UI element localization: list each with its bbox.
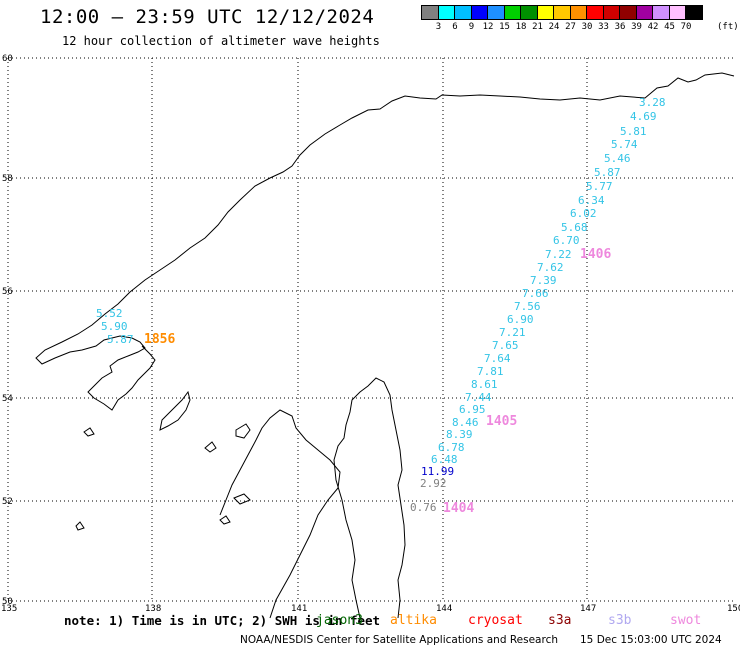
map-annotation-label: 1856	[144, 332, 175, 347]
track-wave-height-label: 6.90	[507, 313, 534, 326]
generated-timestamp: 15 Dec 15:03:00 UTC 2024	[580, 634, 722, 646]
map-annotation-label: 2.92	[420, 477, 447, 490]
small-island-4	[233, 493, 251, 505]
map-annotation-label: 1405	[486, 414, 517, 429]
satellite-swot: swot	[670, 613, 702, 628]
small-island-3	[204, 441, 217, 453]
legend-unit: (ft)	[717, 22, 739, 32]
legend-tick: 45	[664, 22, 675, 32]
track-wave-height-label: 7.65	[492, 339, 519, 352]
mainland-coastline	[35, 72, 735, 411]
legend-tick-labels: 3 6 9 12 15 18 21 24 27 30 33 36 39 42 45 70	[421, 22, 702, 36]
track-wave-height-label: 8.39	[446, 428, 473, 441]
map-annotation-label: 5.90	[101, 320, 128, 333]
latitude-tick-label: 58	[2, 174, 13, 184]
track-wave-height-label: 6.48	[431, 453, 458, 466]
track-wave-height-label: 7.39	[530, 274, 557, 287]
track-wave-height-label: 8.61	[471, 378, 498, 391]
track-wave-height-label: 7.44	[465, 391, 492, 404]
footer-note: note: 1) Time is in UTC; 2) SWH is in fe…	[64, 613, 381, 628]
small-island-7	[83, 427, 95, 437]
legend-swatch	[685, 5, 703, 20]
small-island-5	[219, 515, 231, 525]
longitude-tick-label: 144	[436, 604, 452, 614]
track-wave-height-label: 3.28	[639, 96, 666, 109]
satellite-cryosat: cryosat	[468, 613, 523, 628]
track-wave-height-label: 5.46	[604, 152, 631, 165]
longitude-tick-label: 147	[580, 604, 596, 614]
legend-color-bar	[421, 5, 703, 20]
legend-tick: 21	[532, 22, 543, 32]
track-wave-height-label: 6.34	[578, 194, 605, 207]
legend-tick: 18	[515, 22, 527, 32]
track-wave-height-label: 7.56	[514, 300, 541, 313]
track-wave-height-label: 7.64	[484, 352, 511, 365]
map-annotation-label: 5.87	[107, 333, 134, 346]
track-wave-height-label: 5.81	[620, 125, 647, 138]
track-wave-height-label: 4.69	[630, 110, 657, 123]
legend-tick: 36	[614, 22, 626, 32]
legend-tick: 39	[631, 22, 642, 32]
legend-tick: 3	[435, 22, 442, 32]
legend-tick: 24	[548, 22, 560, 32]
legend-tick: 42	[647, 22, 659, 32]
longitude-tick-label: 138	[145, 604, 161, 614]
longitude-tick-label: 135	[1, 604, 17, 614]
track-wave-height-label: 6.95	[459, 403, 486, 416]
small-island-6	[75, 521, 85, 531]
latitude-tick-label: 60	[2, 54, 13, 64]
legend-tick: 30	[581, 22, 593, 32]
small-island-1	[159, 390, 191, 431]
legend-tick: 12	[482, 22, 494, 32]
map-annotation-label: 5.52	[96, 307, 123, 320]
map-annotation-label: 11.99	[421, 465, 454, 478]
track-wave-height-label: 7.66	[522, 287, 549, 300]
wave-height-legend: 3 6 9 12 15 18 21 24 27 30 33 36 39 42 45 70 (ft)	[421, 5, 739, 36]
legend-tick: 9	[468, 22, 475, 32]
track-wave-height-label: 7.62	[537, 261, 564, 274]
track-wave-height-label: 5.74	[611, 138, 638, 151]
satellite-jason3: jason3	[316, 613, 363, 628]
track-wave-height-label: 6.70	[553, 234, 580, 247]
track-wave-height-label: 5.87	[594, 166, 621, 179]
satellite-s3a: s3a	[548, 613, 572, 628]
track-wave-height-label: 5.68	[561, 221, 588, 234]
legend-tick: 15	[499, 22, 510, 32]
longitude-tick-label: 141	[291, 604, 307, 614]
legend-tick: 70	[680, 22, 692, 32]
credit-line: NOAA/NESDIS Center for Satellite Applica…	[240, 634, 558, 646]
map-annotation-label: 0.76	[410, 501, 437, 514]
track-wave-height-label: 5.77	[586, 180, 613, 193]
latitude-tick-label: 52	[2, 497, 13, 507]
legend-tick: 27	[565, 22, 576, 32]
peninsula-coastline	[333, 377, 406, 619]
map-title: 12:00 – 23:59 UTC 12/12/2024	[40, 6, 375, 28]
latitude-tick-label: 50	[2, 597, 13, 607]
western-coastline	[219, 409, 341, 619]
map-annotation-label: 1404	[443, 501, 474, 516]
latitude-tick-label: 54	[2, 394, 13, 404]
wave-height-labels: 3.284.695.815.745.465.875.776.346.025.68…	[96, 96, 666, 516]
small-island-2	[235, 423, 251, 439]
legend-tick: 33	[598, 22, 609, 32]
satellite-altika: altika	[390, 613, 437, 628]
satellite-s3b: s3b	[608, 613, 632, 628]
latitude-tick-label: 56	[2, 287, 13, 297]
coastline	[35, 72, 735, 619]
track-wave-height-label: 8.46	[452, 416, 479, 429]
track-wave-height-label: 6.02	[570, 207, 597, 220]
track-wave-height-label: 7.81	[477, 365, 504, 378]
legend-tick: 6	[452, 22, 458, 32]
track-wave-height-label: 7.21	[499, 326, 526, 339]
longitude-tick-label: 150	[727, 604, 740, 614]
lat-lon-grid	[7, 57, 734, 602]
track-wave-height-label: 6.78	[438, 441, 465, 454]
map-annotation-label: 1406	[580, 247, 611, 262]
map-subtitle: 12 hour collection of altimeter wave hei…	[62, 34, 380, 48]
track-wave-height-label: 7.22	[545, 248, 572, 261]
